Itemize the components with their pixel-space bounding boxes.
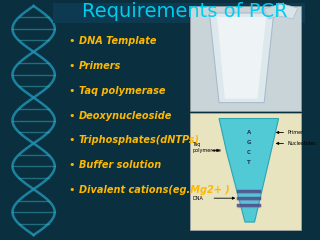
- Text: Buffer solution: Buffer solution: [79, 160, 161, 170]
- Text: •: •: [69, 61, 75, 71]
- Text: DNA: DNA: [192, 196, 203, 201]
- Text: Nucleotides: Nucleotides: [287, 141, 316, 146]
- Text: C: C: [247, 150, 251, 155]
- Text: DNA Template: DNA Template: [79, 36, 156, 46]
- Text: Divalent cations(eg.Mg2+ ): Divalent cations(eg.Mg2+ ): [79, 185, 229, 195]
- Text: Taq: Taq: [192, 142, 201, 147]
- Text: •: •: [69, 86, 75, 96]
- FancyBboxPatch shape: [190, 113, 301, 230]
- FancyBboxPatch shape: [190, 6, 301, 111]
- Text: Requirements of PCR: Requirements of PCR: [82, 2, 287, 22]
- Text: •: •: [69, 36, 75, 46]
- Text: •: •: [69, 111, 75, 120]
- Polygon shape: [264, 3, 288, 19]
- Text: Primers: Primers: [79, 61, 121, 71]
- FancyBboxPatch shape: [53, 3, 305, 23]
- Text: T: T: [247, 160, 251, 165]
- Text: Taq polymerase: Taq polymerase: [79, 86, 165, 96]
- Text: •: •: [69, 185, 75, 195]
- Polygon shape: [209, 13, 274, 102]
- Text: Primer: Primer: [287, 130, 303, 135]
- FancyBboxPatch shape: [0, 1, 308, 240]
- Text: Deoxynucleoside: Deoxynucleoside: [79, 111, 172, 120]
- Text: •: •: [69, 160, 75, 170]
- Text: A: A: [247, 130, 251, 135]
- Polygon shape: [219, 119, 279, 222]
- Polygon shape: [217, 17, 266, 99]
- Text: G: G: [246, 140, 251, 145]
- Polygon shape: [279, 3, 298, 19]
- Text: Triphosphates(dNTPs): Triphosphates(dNTPs): [79, 135, 200, 145]
- Text: polymerase: polymerase: [192, 148, 221, 153]
- Text: •: •: [69, 135, 75, 145]
